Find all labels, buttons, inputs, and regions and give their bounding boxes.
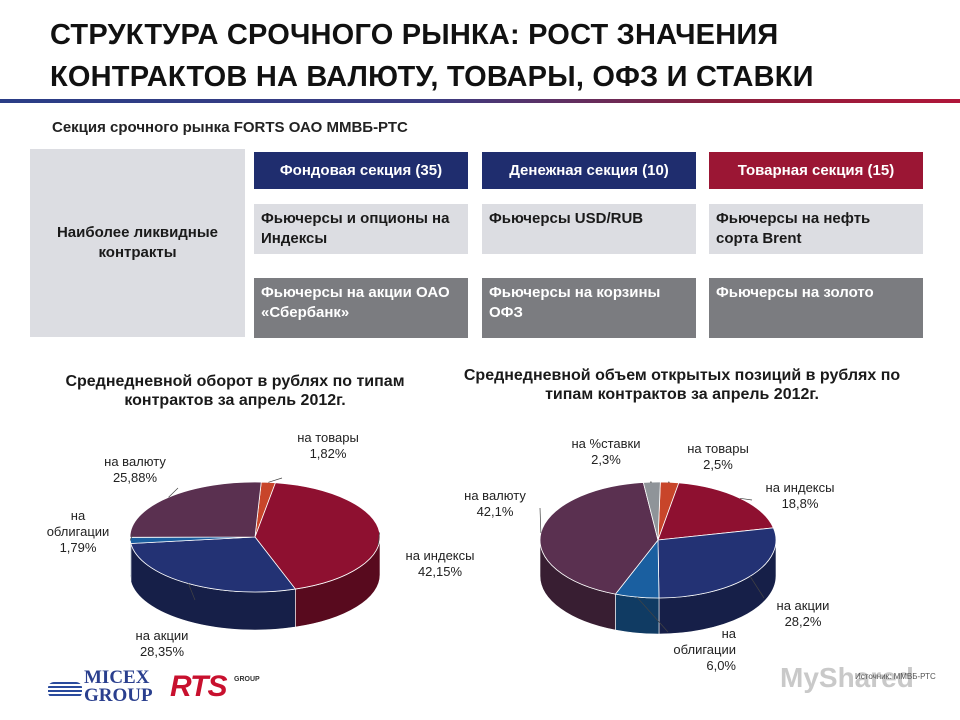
cell-money-2: Фьючерсы на корзины ОФЗ	[482, 278, 696, 338]
chart1-leader-1	[377, 532, 380, 546]
chart1-label-name-3-1: облигации	[47, 524, 110, 539]
title-line-2: КОНТРАКТОВ НА ВАЛЮТУ, ТОВАРЫ, ОФЗ И СТАВ…	[50, 61, 814, 93]
chart1-label-name-3: на	[71, 508, 86, 523]
column-header-money: Денежная секция (10)	[482, 152, 696, 189]
chart2-label-value-5: 2,3%	[591, 452, 621, 467]
chart2-title: Среднедневной объем открытых позиций в р…	[463, 367, 901, 403]
chart1-label-name-4: на валюту	[104, 454, 166, 469]
chart1-leader-4	[168, 487, 179, 498]
micex-logo-text: MICEX	[84, 667, 150, 688]
chart1-label-value-0: 1,82%	[310, 446, 347, 461]
chart2-label-name-0: на товары	[687, 441, 749, 456]
chart2-label-name-1: на индексы	[766, 480, 835, 495]
chart1-label-value-2: 28,35%	[140, 644, 185, 659]
chart1-label-name-2: на акции	[136, 628, 189, 643]
chart1-slice-1	[254, 482, 381, 590]
chart2-label-name-3: на	[722, 626, 737, 641]
chart1-leader-3	[129, 533, 134, 541]
cell-money-1: Фьючерсы USD/RUB	[482, 204, 696, 254]
chart2-label-value-1: 18,8%	[782, 496, 819, 511]
chart2-label-value-2: 28,2%	[785, 614, 822, 629]
chart2-label-name-4: на валюту	[464, 488, 526, 503]
section-subtitle: Секция срочного рынка FORTS ОАО ММВБ-РТС	[52, 119, 408, 136]
chart2-label-value-0: 2,5%	[703, 457, 733, 472]
micex-logo-text-2: GROUP	[84, 685, 153, 706]
cell-commodity-1: Фьючерсы на нефть сорта Brent	[709, 204, 923, 254]
chart2-leader-2	[749, 576, 765, 599]
micex-logo-icon	[48, 682, 82, 698]
column-header-commodity: Товарная секция (15)	[709, 152, 923, 189]
chart2-label-name-5: на %ставки	[572, 436, 641, 451]
chart2-leader-3	[636, 596, 669, 633]
chart1-label-name-1: на индексы	[406, 548, 475, 563]
column-header-stock: Фондовая секция (35)	[254, 152, 468, 189]
rts-logo-text: RTS	[170, 670, 227, 703]
chart2-label-name-3-1: облигации	[673, 642, 736, 657]
source-note: Источник: ММВБ-РТС	[855, 672, 936, 681]
chart1-label-name-0: на товары	[297, 430, 359, 445]
chart2-leader-1	[739, 497, 753, 501]
title-line-1: СТРУКТУРА СРОЧНОГО РЫНКА: РОСТ ЗНАЧЕНИЯ	[50, 19, 779, 51]
chart1-leader-0	[268, 477, 283, 483]
row-header: Наиболее ликвидные контракты	[30, 149, 245, 337]
chart1-label-value-1: 42,15%	[418, 564, 463, 579]
chart1-label-value-4: 25,88%	[113, 470, 158, 485]
cell-commodity-2: Фьючерсы на золото	[709, 278, 923, 338]
title-divider	[0, 99, 960, 103]
rts-logo-sub: GROUP	[234, 676, 260, 683]
page-title: СТРУКТУРА СРОЧНОГО РЫНКА: РОСТ ЗНАЧЕНИЯ …	[50, 14, 930, 98]
chart2-label-value-4: 42,1%	[477, 504, 514, 519]
rts-logo: RTS GROUP	[170, 670, 270, 704]
chart2-leader-4	[539, 507, 542, 533]
chart1-slice-4	[129, 481, 262, 538]
chart1-label-value-3: 1,79%	[60, 540, 97, 555]
chart2-label-name-2: на акции	[777, 598, 830, 613]
cell-stock-2: Фьючерсы на акции ОАО «Сбербанк»	[254, 278, 468, 338]
chart1-title: Среднедневной оборот в рублях по типам к…	[65, 373, 405, 409]
cell-stock-1: Фьючерсы и опционы на Индексы	[254, 204, 468, 254]
chart2-slice-4	[539, 482, 659, 595]
chart1-slice-2	[130, 536, 297, 593]
chart1-leader-2	[188, 583, 196, 601]
watermark: MyShared	[780, 662, 914, 693]
chart2-label-value-3: 6,0%	[706, 658, 736, 673]
